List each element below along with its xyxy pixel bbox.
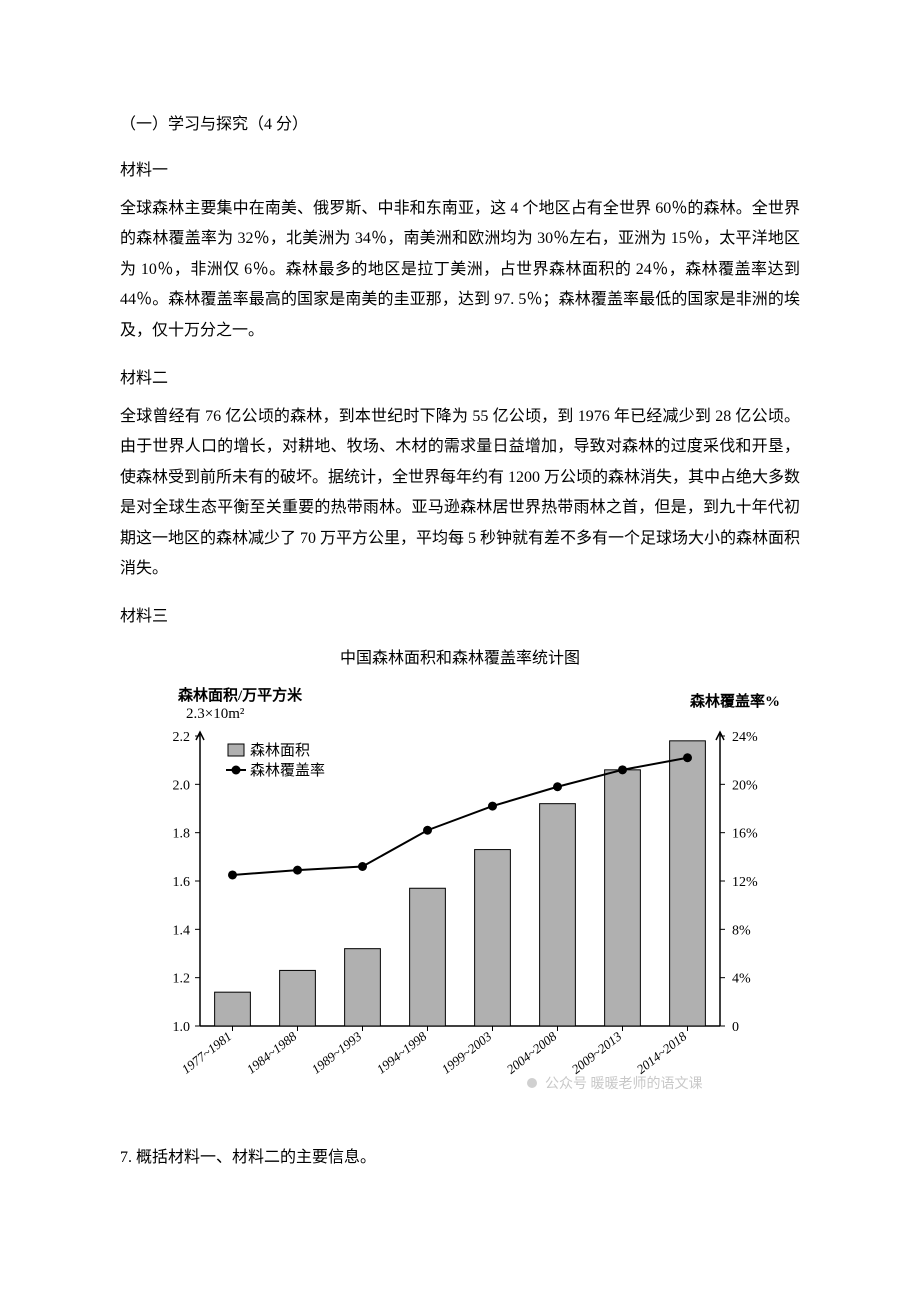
svg-text:森林面积: 森林面积 [250,742,310,759]
material2-text: 全球曾经有 76 亿公顷的森林，到本世纪时下降为 55 亿公顷，到 1976 年… [120,402,800,584]
svg-text:1.0: 1.0 [173,1020,191,1035]
svg-text:1977~1981: 1977~1981 [179,1029,235,1077]
svg-text:0: 0 [732,1020,739,1035]
svg-text:2.2: 2.2 [173,730,191,745]
svg-text:16%: 16% [732,827,758,842]
svg-text:1989~1993: 1989~1993 [309,1029,365,1077]
svg-text:森林覆盖率%: 森林覆盖率% [690,692,780,710]
svg-text:2014~2018: 2014~2018 [634,1029,690,1077]
svg-text:1999~2003: 1999~2003 [439,1029,495,1077]
svg-text:1.4: 1.4 [173,924,191,939]
svg-text:2004~2008: 2004~2008 [504,1029,560,1077]
svg-text:1.6: 1.6 [173,875,191,890]
svg-text:24%: 24% [732,730,758,745]
svg-text:森林覆盖率: 森林覆盖率 [250,762,325,779]
svg-text:8%: 8% [732,924,751,939]
material2-label: 材料二 [120,364,800,388]
section-heading: （一）学习与探究（4 分） [120,110,800,134]
svg-text:1.8: 1.8 [173,827,191,842]
svg-text:1994~1998: 1994~1998 [374,1029,430,1077]
question-7: 7. 概括材料一、材料二的主要信息。 [120,1143,800,1167]
chart-container: 1.0 1.2 1.4 1.6 1.8 2.0 2.2 0 4% 8% 12% 16% 20% 24% 森林… [120,676,800,1121]
svg-text:12%: 12% [732,875,758,890]
svg-text:2.3×10m²: 2.3×10m² [186,706,245,722]
svg-text:1.2: 1.2 [173,972,191,987]
material1-label: 材料一 [120,156,800,180]
svg-text:20%: 20% [732,779,758,794]
svg-text:4%: 4% [732,972,751,987]
material3-label: 材料三 [120,602,800,626]
svg-text:1984~1988: 1984~1988 [244,1029,300,1077]
watermark-text: 公众号 暖暖老师的语文课 [545,1076,703,1092]
forest-chart: 1.0 1.2 1.4 1.6 1.8 2.0 2.2 0 4% 8% 12% 16% 20% 24% 森林… [120,676,800,1116]
chart-title: 中国森林面积和森林覆盖率统计图 [120,644,800,668]
svg-text:2.0: 2.0 [173,779,191,794]
svg-text:2009~2013: 2009~2013 [569,1029,625,1077]
svg-text:森林面积/万平方米: 森林面积/万平方米 [178,686,303,704]
material1-text: 全球森林主要集中在南美、俄罗斯、中非和东南亚，这 4 个地区占有全世界 60％的… [120,194,800,346]
